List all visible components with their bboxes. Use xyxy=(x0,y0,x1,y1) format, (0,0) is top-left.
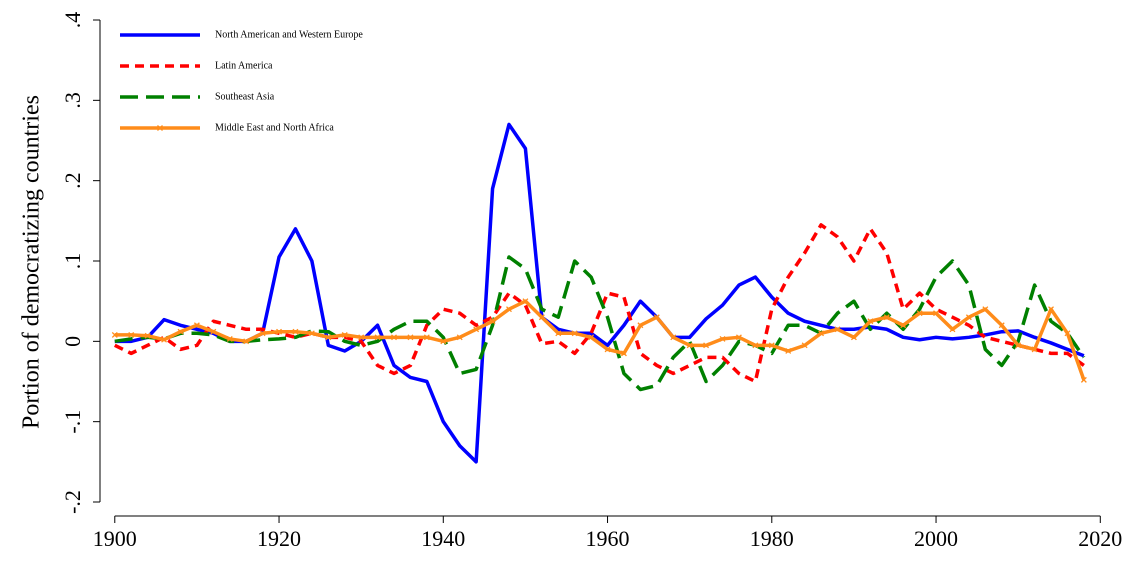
point-marker xyxy=(818,330,825,337)
series-line xyxy=(114,122,1085,464)
point-marker xyxy=(621,350,627,357)
point-marker xyxy=(440,338,447,345)
point-marker xyxy=(768,342,775,349)
y-axis-title: Portion of democratizing countries xyxy=(19,95,45,429)
point-marker xyxy=(128,331,135,338)
y-tick-label: 0 xyxy=(60,336,85,347)
point-marker xyxy=(1080,376,1087,383)
point-marker xyxy=(473,326,480,333)
point-marker xyxy=(308,330,315,337)
x-tick-label: 2020 xyxy=(1078,526,1122,551)
point-marker xyxy=(883,314,890,321)
series-line xyxy=(114,299,1086,381)
point-marker xyxy=(538,314,545,321)
legend-label: Latin America xyxy=(215,60,273,71)
point-marker xyxy=(637,322,644,329)
point-marker xyxy=(571,330,578,337)
point-marker xyxy=(785,348,792,354)
legend-marker xyxy=(157,125,163,131)
series-line xyxy=(114,223,1085,384)
point-marker xyxy=(653,314,660,321)
x-tick-label: 1960 xyxy=(586,526,630,551)
point-marker xyxy=(949,326,956,333)
y-tick-label: .4 xyxy=(60,12,85,29)
point-marker xyxy=(982,306,989,313)
legend-label: Southeast Asia xyxy=(215,91,275,102)
point-marker xyxy=(867,318,874,325)
point-marker xyxy=(801,342,808,349)
point-marker xyxy=(752,342,759,349)
point-marker xyxy=(588,334,595,341)
x-tick-label: 1940 xyxy=(421,526,465,551)
point-marker xyxy=(1031,346,1038,353)
point-marker xyxy=(1048,306,1054,313)
point-marker xyxy=(670,334,677,341)
x-tick-label: 1900 xyxy=(93,526,137,551)
point-marker xyxy=(325,334,332,341)
y-tick-label: .3 xyxy=(60,92,85,109)
point-marker xyxy=(686,342,693,349)
point-marker xyxy=(292,328,299,335)
point-marker xyxy=(604,346,611,353)
point-marker xyxy=(259,330,266,337)
point-marker xyxy=(243,338,250,345)
x-tick-label: 1920 xyxy=(257,526,301,551)
point-marker xyxy=(933,310,939,317)
point-marker xyxy=(916,310,923,317)
point-marker xyxy=(161,336,168,343)
point-marker xyxy=(555,330,562,337)
point-marker xyxy=(456,334,463,341)
point-marker xyxy=(193,322,200,329)
y-tick-label: -.1 xyxy=(60,410,85,434)
point-marker xyxy=(850,334,857,341)
point-marker xyxy=(900,322,907,329)
point-marker xyxy=(719,335,726,342)
point-marker xyxy=(998,322,1005,329)
point-marker xyxy=(965,314,972,321)
series-line xyxy=(114,255,1086,392)
y-tick-label: .1 xyxy=(60,253,85,270)
y-tick-label: .2 xyxy=(60,172,85,189)
point-marker xyxy=(489,318,496,325)
point-marker xyxy=(1064,330,1071,337)
point-marker xyxy=(374,334,381,341)
point-marker xyxy=(111,331,118,338)
legend-label: North American and Western Europe xyxy=(215,29,363,40)
y-tick-label: -.2 xyxy=(60,490,85,514)
legend-label: Middle East and North Africa xyxy=(215,122,334,133)
point-marker xyxy=(423,334,430,341)
point-marker xyxy=(341,331,348,338)
point-marker xyxy=(735,334,742,341)
point-marker xyxy=(407,334,414,341)
point-marker xyxy=(210,328,217,335)
point-marker xyxy=(703,342,710,349)
x-tick-label: 1980 xyxy=(750,526,794,551)
point-marker xyxy=(144,332,151,339)
x-tick-label: 2000 xyxy=(914,526,958,551)
point-marker xyxy=(358,334,365,341)
point-marker xyxy=(226,335,233,342)
point-marker xyxy=(1015,342,1022,349)
point-marker xyxy=(276,328,282,335)
point-marker xyxy=(391,334,397,341)
point-marker xyxy=(522,298,529,305)
point-marker xyxy=(506,306,512,313)
point-marker xyxy=(834,326,841,333)
point-marker xyxy=(177,328,184,335)
